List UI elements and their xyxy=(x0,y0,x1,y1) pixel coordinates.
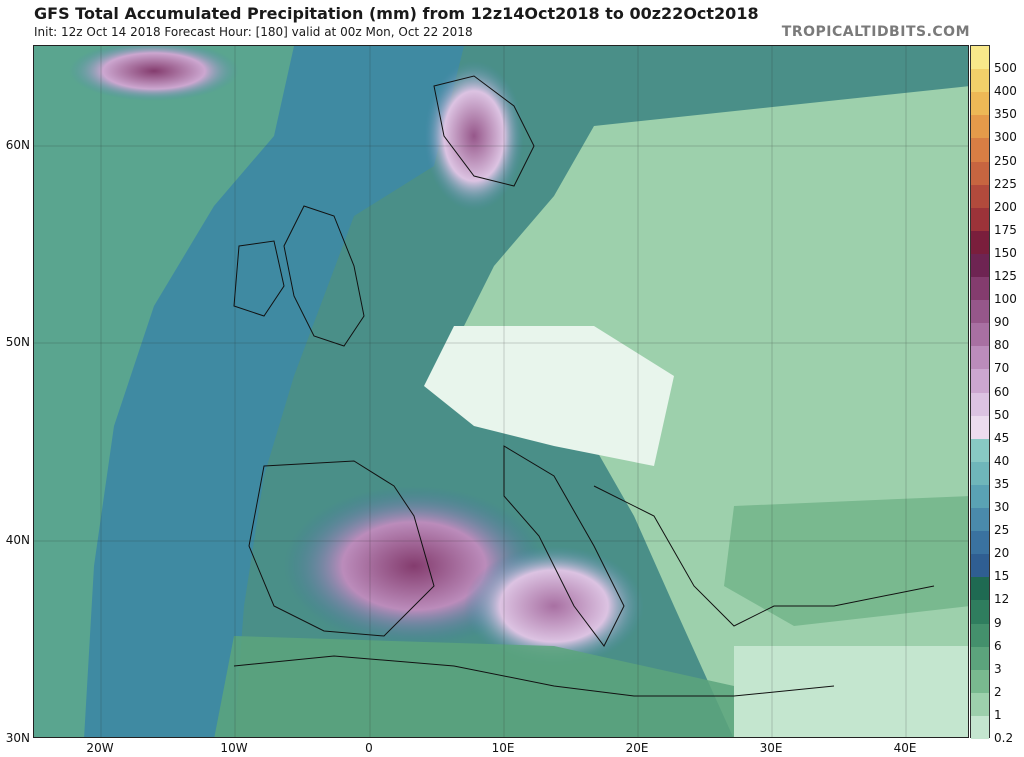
colorbar-level-label: 12 xyxy=(994,592,1010,607)
colorbar-level-label: 30 xyxy=(994,500,1010,514)
colorbar-swatch xyxy=(971,369,989,393)
colorbar-level-label: 1 xyxy=(994,707,1002,722)
colorbar-swatch xyxy=(971,669,989,694)
colorbar-swatch xyxy=(971,392,989,417)
colorbar-level-label: 50 xyxy=(994,407,1010,422)
colorbar-swatch xyxy=(971,253,989,278)
page-title: GFS Total Accumulated Precipitation (mm)… xyxy=(34,4,759,23)
colorbar-level-label: 150 xyxy=(994,245,1017,260)
lat-label-30n: 30N xyxy=(5,731,30,745)
colorbar-swatch xyxy=(971,715,989,740)
colorbar-level-label: 250 xyxy=(994,153,1017,168)
colorbar-swatch xyxy=(971,438,989,463)
precipitation-map xyxy=(33,45,969,738)
colorbar-swatch xyxy=(971,531,989,555)
colorbar-swatch xyxy=(971,623,989,648)
colorbar-swatch xyxy=(971,69,989,93)
colorbar-level-label: 350 xyxy=(994,107,1017,122)
colorbar-swatch xyxy=(971,646,989,671)
colorbar-swatch xyxy=(971,230,989,255)
lon-label-10e: 10E xyxy=(491,741,515,755)
colorbar-swatch xyxy=(971,92,989,116)
colorbar-swatch xyxy=(971,508,989,532)
colorbar-swatch xyxy=(971,484,989,509)
lon-label-20e: 20E xyxy=(625,741,649,755)
colorbar-swatch xyxy=(971,415,989,440)
lon-label-20w: 20W xyxy=(86,741,114,755)
colorbar-swatch xyxy=(971,184,989,209)
lon-label-40e: 40E xyxy=(893,741,917,755)
colorbar-swatch xyxy=(971,461,989,486)
norway-precip-max xyxy=(424,61,524,211)
colorbar-swatch xyxy=(971,692,989,717)
source-watermark: TROPICALTIDBITS.COM xyxy=(781,24,970,40)
north-africa-zone xyxy=(214,636,734,737)
colorbar-swatch xyxy=(971,161,989,186)
colorbar-swatch xyxy=(971,554,989,578)
colorbar-level-label: 40 xyxy=(994,453,1010,468)
map-canvas xyxy=(34,46,968,737)
atlantic-green-zone xyxy=(34,46,294,737)
italy-precip-max xyxy=(464,546,644,666)
dry-central-zone xyxy=(424,326,674,466)
colorbar-swatch xyxy=(971,115,989,139)
lat-label-50n: 50N xyxy=(5,335,30,349)
colorbar-level-label: 9 xyxy=(994,615,1002,630)
colorbar-level-label: 175 xyxy=(994,222,1017,237)
colorbar-level-label: 15 xyxy=(994,569,1010,584)
iceland-precip-max xyxy=(69,46,239,101)
graticule xyxy=(34,46,968,737)
africa-east-zone xyxy=(734,646,968,737)
colorbar-level-label: 45 xyxy=(994,430,1010,445)
turkey-zone xyxy=(724,496,968,626)
lon-label-10w: 10W xyxy=(220,741,248,755)
colorbar-level-label: 500 xyxy=(994,61,1017,76)
colorbar-swatch xyxy=(971,300,989,324)
colorbar-level-label: 2 xyxy=(994,684,1002,699)
colorbar-level-label: 200 xyxy=(994,199,1017,214)
colorbar-swatch xyxy=(971,277,989,301)
colorbar-level-label: 90 xyxy=(994,315,1010,330)
precip-colorbar xyxy=(970,45,990,740)
colorbar-level-label: 25 xyxy=(994,523,1010,538)
init-forecast-subtitle: Init: 12z Oct 14 2018 Forecast Hour: [18… xyxy=(34,25,473,39)
colorbar-swatch xyxy=(971,323,989,347)
lon-label-0: 0 xyxy=(365,741,373,755)
colorbar-level-label: 6 xyxy=(994,638,1002,653)
lon-label-30e: 30E xyxy=(759,741,783,755)
colorbar-level-label: 60 xyxy=(994,384,1010,399)
colorbar-level-label: 3 xyxy=(994,661,1002,676)
colorbar-swatch xyxy=(971,207,989,232)
colorbar-swatch xyxy=(971,346,989,370)
colorbar-level-label: 225 xyxy=(994,176,1017,191)
colorbar-level-label: 300 xyxy=(994,130,1017,145)
lat-label-60n: 60N xyxy=(5,138,30,152)
coastlines xyxy=(233,75,935,697)
colorbar-level-label: 20 xyxy=(994,546,1010,561)
colorbar-level-label: 80 xyxy=(994,338,1010,353)
colorbar-level-label: 400 xyxy=(994,84,1017,99)
colorbar-swatch xyxy=(971,138,989,162)
colorbar-level-label: 0.2 xyxy=(994,731,1014,745)
colorbar-swatch xyxy=(971,600,989,624)
colorbar-level-label: 70 xyxy=(994,361,1010,376)
colorbar-level-label: 100 xyxy=(994,292,1017,307)
colorbar-swatch xyxy=(971,577,989,601)
colorbar-level-label: 35 xyxy=(994,476,1010,491)
colorbar-level-label: 125 xyxy=(994,269,1017,283)
lat-label-40n: 40N xyxy=(5,533,30,547)
colorbar-swatch xyxy=(971,46,989,70)
